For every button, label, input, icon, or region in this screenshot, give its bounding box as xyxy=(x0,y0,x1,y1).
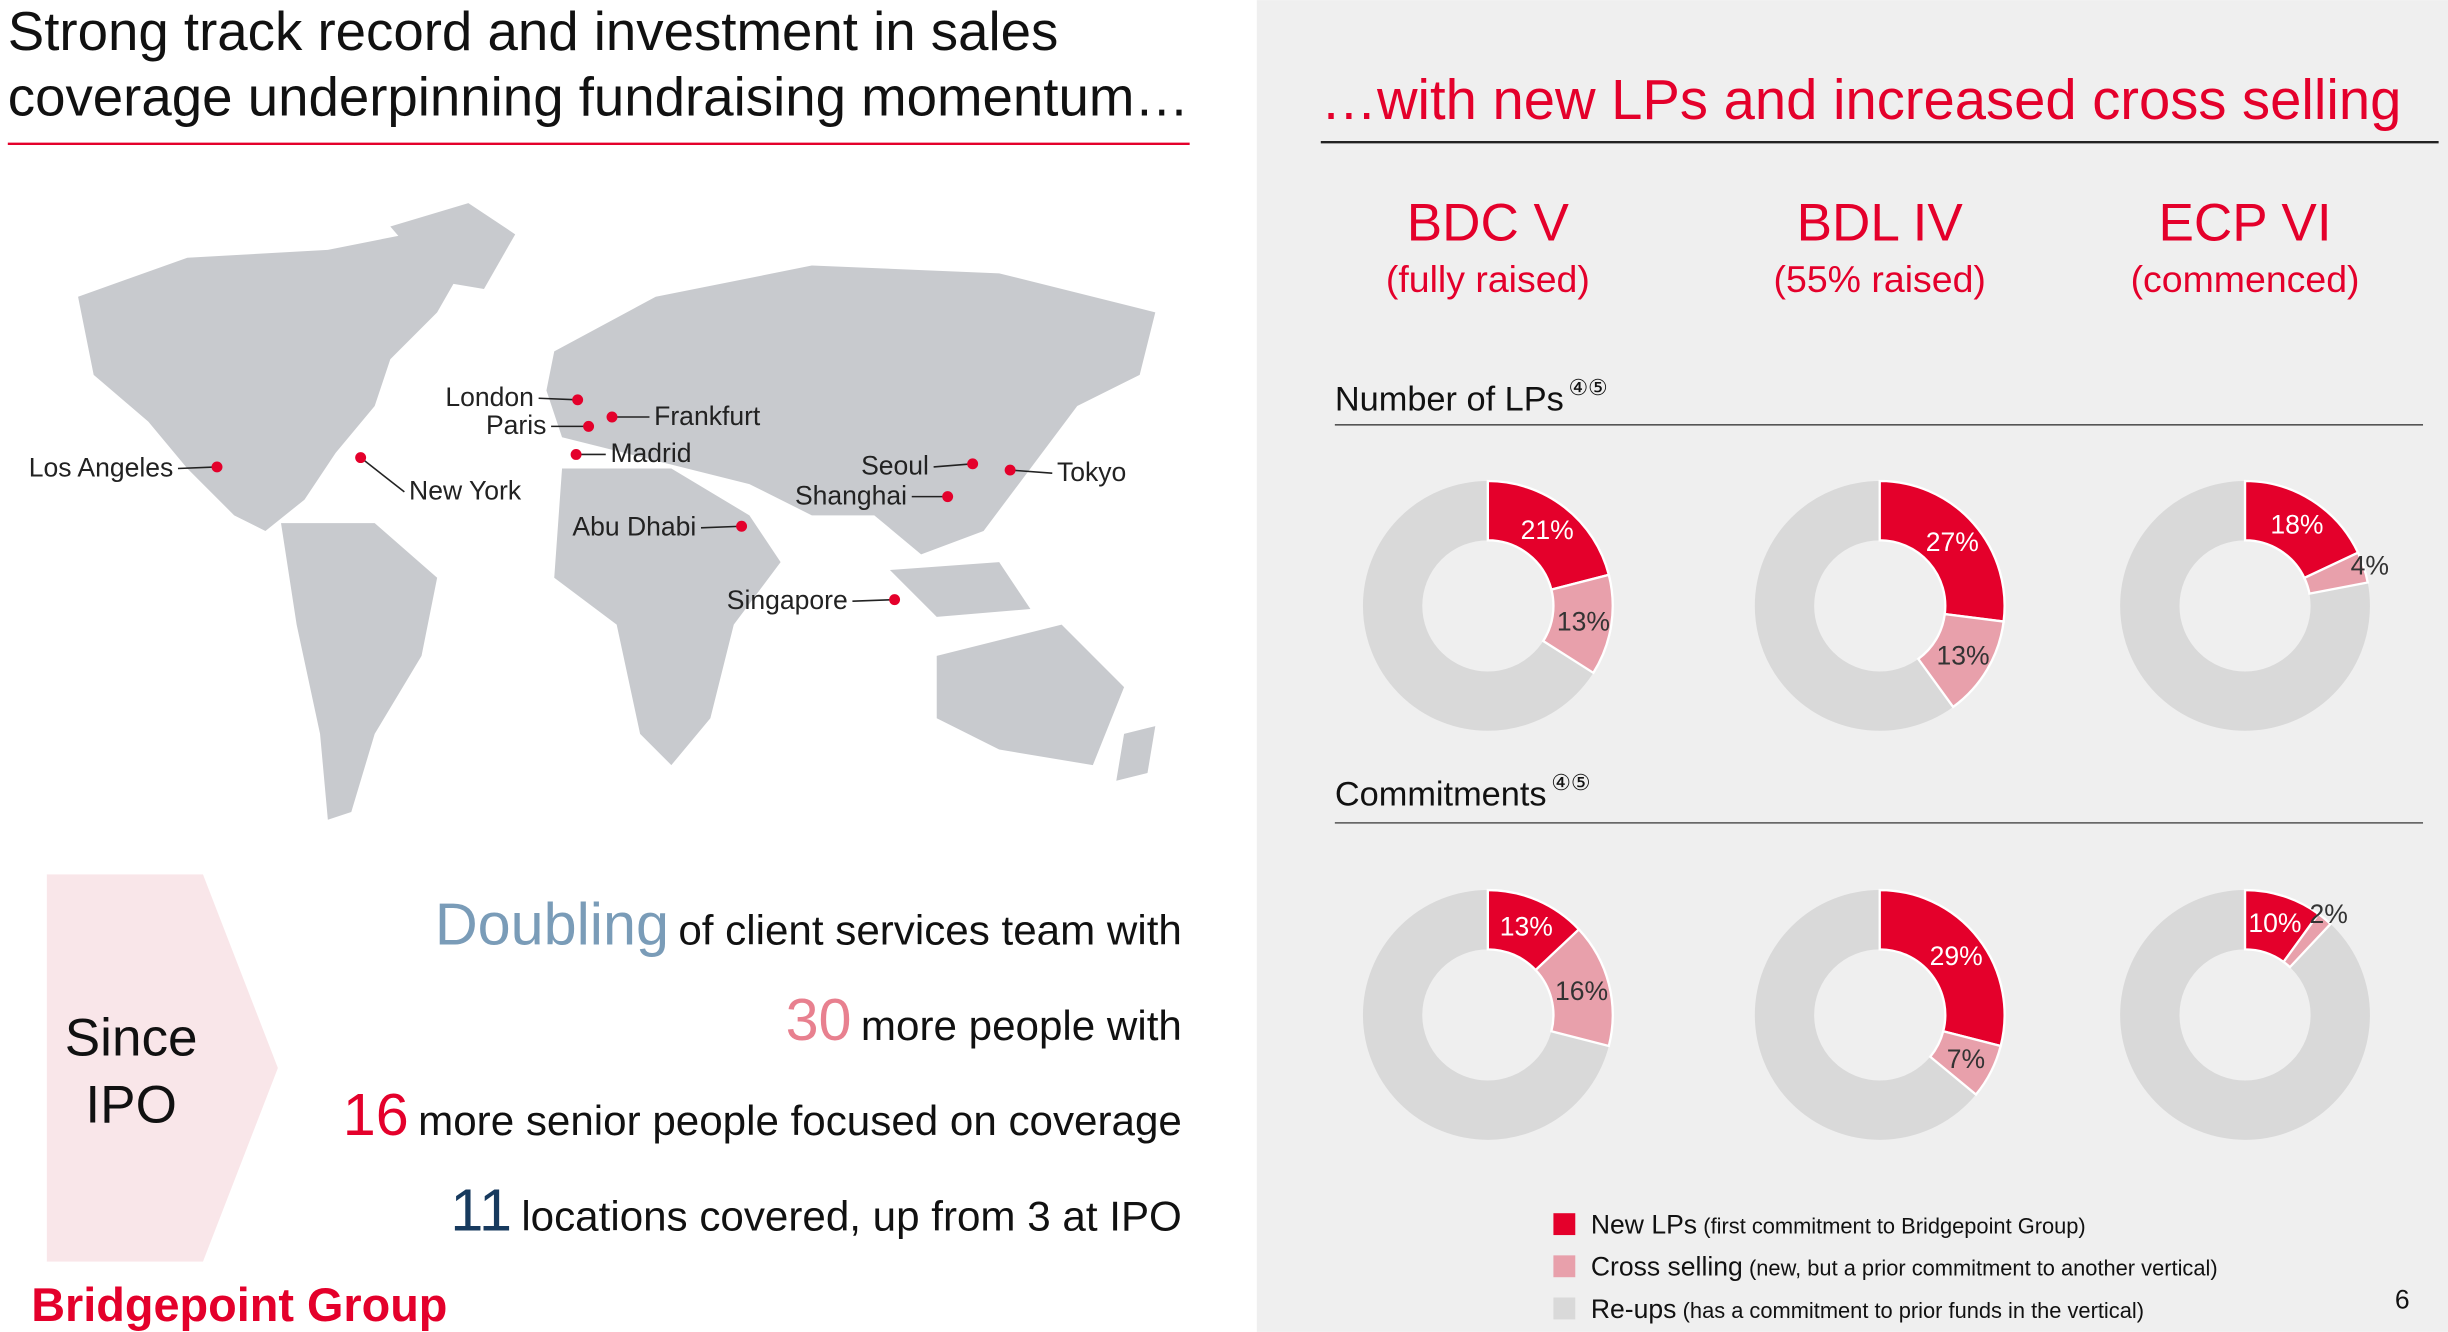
legend-name: Cross selling xyxy=(1591,1252,1743,1282)
stat-text: locations covered, up from 3 at IPO xyxy=(521,1192,1182,1239)
stat-line: 30 more people with xyxy=(786,986,1182,1053)
donut-segment xyxy=(1928,1029,2003,1097)
row-notes: ④⑤ xyxy=(1551,770,1590,795)
leader-line xyxy=(1010,469,1053,474)
legend-swatch xyxy=(1553,1213,1576,1236)
donut-segment xyxy=(1878,479,2006,623)
donut-segment xyxy=(1916,612,2005,709)
stat-number: Doubling xyxy=(435,891,669,958)
donut-label: 16% xyxy=(1555,976,1608,1006)
city-dot xyxy=(572,394,584,406)
stat-number: 16 xyxy=(343,1081,409,1148)
donut-label: 13% xyxy=(1936,641,1989,671)
since-arrow xyxy=(46,874,278,1262)
page-number: 6 xyxy=(2395,1284,2410,1314)
donut-segment xyxy=(2281,912,2333,969)
world-map xyxy=(78,203,1156,820)
since-label: Since xyxy=(65,1009,198,1068)
row-label-text: Number of LPs xyxy=(1335,381,1564,419)
stat-line: 11 locations covered, up from 3 at IPO xyxy=(450,1176,1181,1243)
city-label: Shanghai xyxy=(795,480,907,510)
legend-swatch xyxy=(1553,1255,1576,1278)
donut-segment xyxy=(2243,479,2360,580)
leader-line xyxy=(852,598,895,602)
legend-entry: New LPs (first commitment to Bridgepoint … xyxy=(1591,1210,2086,1240)
city-dot xyxy=(889,594,901,606)
row-label-text: Commitments xyxy=(1335,776,1547,814)
stat-text: of client services team with xyxy=(678,907,1182,954)
city-dot xyxy=(1004,464,1016,476)
donut-label: 2% xyxy=(2309,899,2347,929)
donut-label: 13% xyxy=(1557,606,1610,636)
donut-label: 4% xyxy=(2351,551,2389,581)
donut-segment xyxy=(1486,479,1611,592)
stat-number: 11 xyxy=(450,1176,512,1243)
legend-note: (first commitment to Bridgepoint Group) xyxy=(1703,1214,2085,1239)
legend-swatch xyxy=(1553,1297,1576,1320)
city-dot xyxy=(736,520,748,532)
legend-name: Re-ups xyxy=(1591,1294,1677,1324)
donut-label: 18% xyxy=(2270,510,2323,540)
row-notes: ④⑤ xyxy=(1568,375,1607,400)
city-label: London xyxy=(445,382,534,412)
city-label: Seoul xyxy=(861,451,929,481)
leader-line xyxy=(538,397,578,401)
city-label: New York xyxy=(409,476,522,506)
city-label: Los Angeles xyxy=(29,452,174,482)
donut-segment xyxy=(2302,551,2370,595)
leader-line xyxy=(933,463,973,468)
city-dot xyxy=(606,411,618,423)
city-dot xyxy=(942,491,954,503)
fund-name: BDL IV xyxy=(1797,194,1964,253)
city-label: Madrid xyxy=(610,438,691,468)
fund-status: (fully raised) xyxy=(1386,258,1590,300)
donut-segment xyxy=(1533,927,1614,1048)
stat-line: 16 more senior people focused on coverage xyxy=(343,1081,1182,1148)
legend-note: (has a commitment to prior funds in the … xyxy=(1683,1298,2144,1323)
leader-line xyxy=(700,525,742,529)
city-dot xyxy=(211,461,223,473)
donut-label: 10% xyxy=(2248,908,2301,938)
since-label: IPO xyxy=(85,1076,176,1135)
fund-status: (commenced) xyxy=(2131,258,2360,300)
leader-line xyxy=(177,466,218,470)
leader-line xyxy=(360,456,405,493)
city-dot xyxy=(583,420,595,432)
city-label: Abu Dhabi xyxy=(572,512,696,542)
left-title: coverage underpinning fundraising moment… xyxy=(8,67,1189,128)
fund-status: (55% raised) xyxy=(1774,258,1986,300)
stat-text: more senior people focused on coverage xyxy=(418,1097,1182,1144)
left-title: Strong track record and investment in sa… xyxy=(8,1,1059,62)
fund-name: BDC V xyxy=(1407,194,1570,253)
donut-segment xyxy=(1878,888,2006,1048)
fund-name: ECP VI xyxy=(2159,194,2332,253)
donut-label: 7% xyxy=(1947,1044,1985,1074)
donut-label: 21% xyxy=(1521,515,1574,545)
row-label: Commitments ④⑤ xyxy=(1335,770,1591,814)
right-title: …with new LPs and increased cross sellin… xyxy=(1321,68,2402,131)
donut-label: 29% xyxy=(1930,941,1983,971)
city-label: Frankfurt xyxy=(654,401,761,431)
row-label: Number of LPs ④⑤ xyxy=(1335,375,1608,419)
city-dot xyxy=(967,458,979,470)
city-label: Singapore xyxy=(727,585,848,615)
stat-line: Doubling of client services team with xyxy=(435,891,1182,958)
city-dot xyxy=(355,452,367,464)
legend-entry: Cross selling (new, but a prior commitmen… xyxy=(1591,1252,2218,1282)
donut-label: 13% xyxy=(1500,911,1553,941)
stat-text: more people with xyxy=(861,1002,1182,1049)
brand-logo: Bridgepoint Group xyxy=(31,1279,447,1331)
stat-number: 30 xyxy=(786,986,852,1053)
city-label: Paris xyxy=(486,410,546,440)
city-label: Tokyo xyxy=(1057,457,1126,487)
donut-segment xyxy=(1541,573,1614,675)
legend-note: (new, but a prior commitment to another … xyxy=(1749,1256,2218,1281)
donut-label: 27% xyxy=(1926,527,1979,557)
city-dot xyxy=(570,448,582,460)
legend-entry: Re-ups (has a commitment to prior funds i… xyxy=(1591,1294,2144,1324)
legend-name: New LPs xyxy=(1591,1210,1697,1240)
